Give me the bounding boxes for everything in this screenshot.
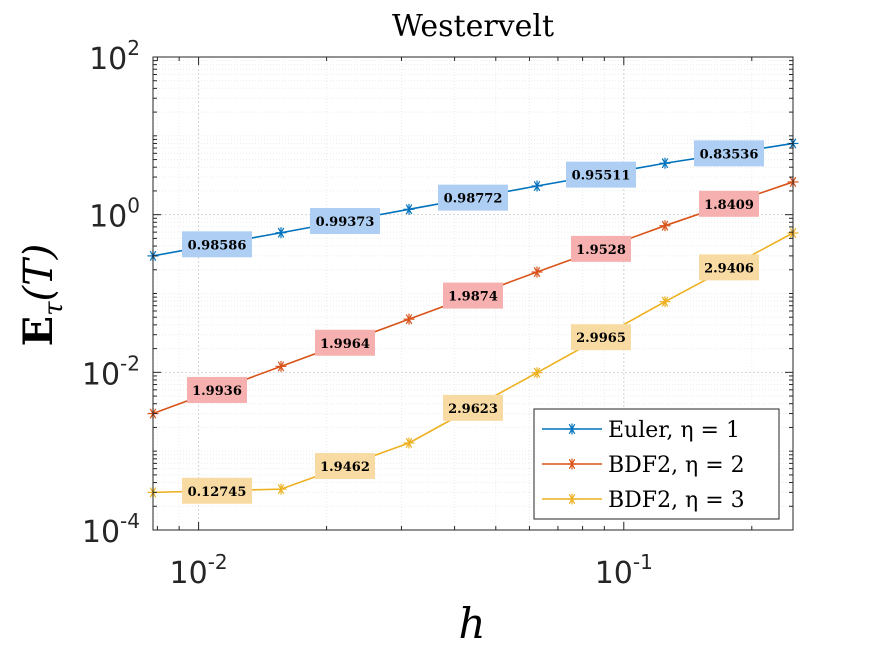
- data-point: [403, 203, 415, 215]
- rate-label-box: [438, 184, 508, 211]
- rate-label: 1.9936: [192, 384, 242, 399]
- tick-labels: 10-2 10-1 10-4 10-2 100 102: [82, 36, 653, 591]
- y-tick-label: 102: [89, 36, 140, 77]
- rate-label-box: [699, 254, 759, 281]
- data-point: [275, 360, 287, 372]
- data-point: [275, 483, 287, 495]
- data-point: [531, 266, 543, 278]
- legend-label: Euler, η = 1: [608, 418, 740, 443]
- rate-label: 0.98772: [444, 192, 503, 207]
- legend-marker: [566, 458, 578, 470]
- rate-label: 2.9406: [704, 261, 754, 276]
- minor-grid: [153, 57, 793, 530]
- rate-label: 0.99373: [316, 215, 375, 230]
- rate-label-box: [566, 161, 636, 188]
- legend-marker: [566, 493, 578, 505]
- legend-label: BDF2, η = 3: [608, 488, 745, 513]
- data-point: [275, 227, 287, 239]
- rate-label-box: [443, 394, 503, 421]
- data-point: [531, 367, 543, 379]
- data-point: [531, 180, 543, 192]
- rate-label-box: [571, 324, 631, 351]
- rate-label: 0.12745: [188, 485, 247, 500]
- data-point: [403, 437, 415, 449]
- rate-label-box: [571, 235, 631, 262]
- rate-label-box: [310, 208, 380, 235]
- legend-label: BDF2, η = 2: [608, 453, 745, 478]
- rate-label: 2.9965: [576, 331, 626, 346]
- rate-label-box: [694, 140, 764, 167]
- rate-label: 0.95511: [572, 169, 631, 184]
- rate-label: 1.9528: [576, 243, 626, 258]
- x-tick-label: 10-1: [595, 550, 653, 591]
- rate-label-box: [443, 282, 503, 309]
- rate-label: 1.9462: [320, 460, 370, 475]
- y-tick-label: 10-2: [82, 351, 140, 392]
- legend: Euler, η = 1 BDF2, η = 2 BDF2, η = 3: [533, 408, 780, 520]
- rate-label-box: [182, 477, 252, 504]
- rate-label-box: [187, 376, 247, 403]
- chart-title: Westervelt: [392, 9, 554, 44]
- y-axis-label: Eτ(T): [15, 244, 69, 347]
- rate-label-box: [182, 231, 252, 258]
- y-tick-label: 100: [89, 194, 140, 235]
- rate-label: 0.98586: [188, 238, 247, 253]
- legend-marker: [566, 423, 578, 435]
- axis-ticks: [153, 56, 793, 531]
- data-point: [659, 220, 671, 232]
- data-point: [659, 157, 671, 169]
- x-tick-label: 10-2: [170, 550, 228, 591]
- rate-label-box: [699, 190, 759, 217]
- rate-label-box: [315, 329, 375, 356]
- rate-labels: 0.98586 0.99373 0.98772 0.95511 0.83536 1.993…: [182, 140, 764, 504]
- x-axis-label: h: [458, 599, 485, 648]
- y-axis-label-main: E: [15, 316, 62, 347]
- data-point: [659, 296, 671, 308]
- data-point: [403, 313, 415, 325]
- rate-label: 1.9964: [320, 337, 370, 352]
- rate-label: 1.8409: [704, 198, 754, 213]
- rate-label: 2.9623: [448, 402, 498, 417]
- y-axis-label-sub: τ: [39, 301, 69, 316]
- rate-label: 0.83536: [700, 147, 759, 162]
- rate-label-box: [315, 453, 375, 480]
- rate-label: 1.9874: [448, 290, 498, 305]
- y-axis-label-arg: (T): [16, 244, 62, 302]
- y-tick-label: 10-4: [82, 509, 140, 550]
